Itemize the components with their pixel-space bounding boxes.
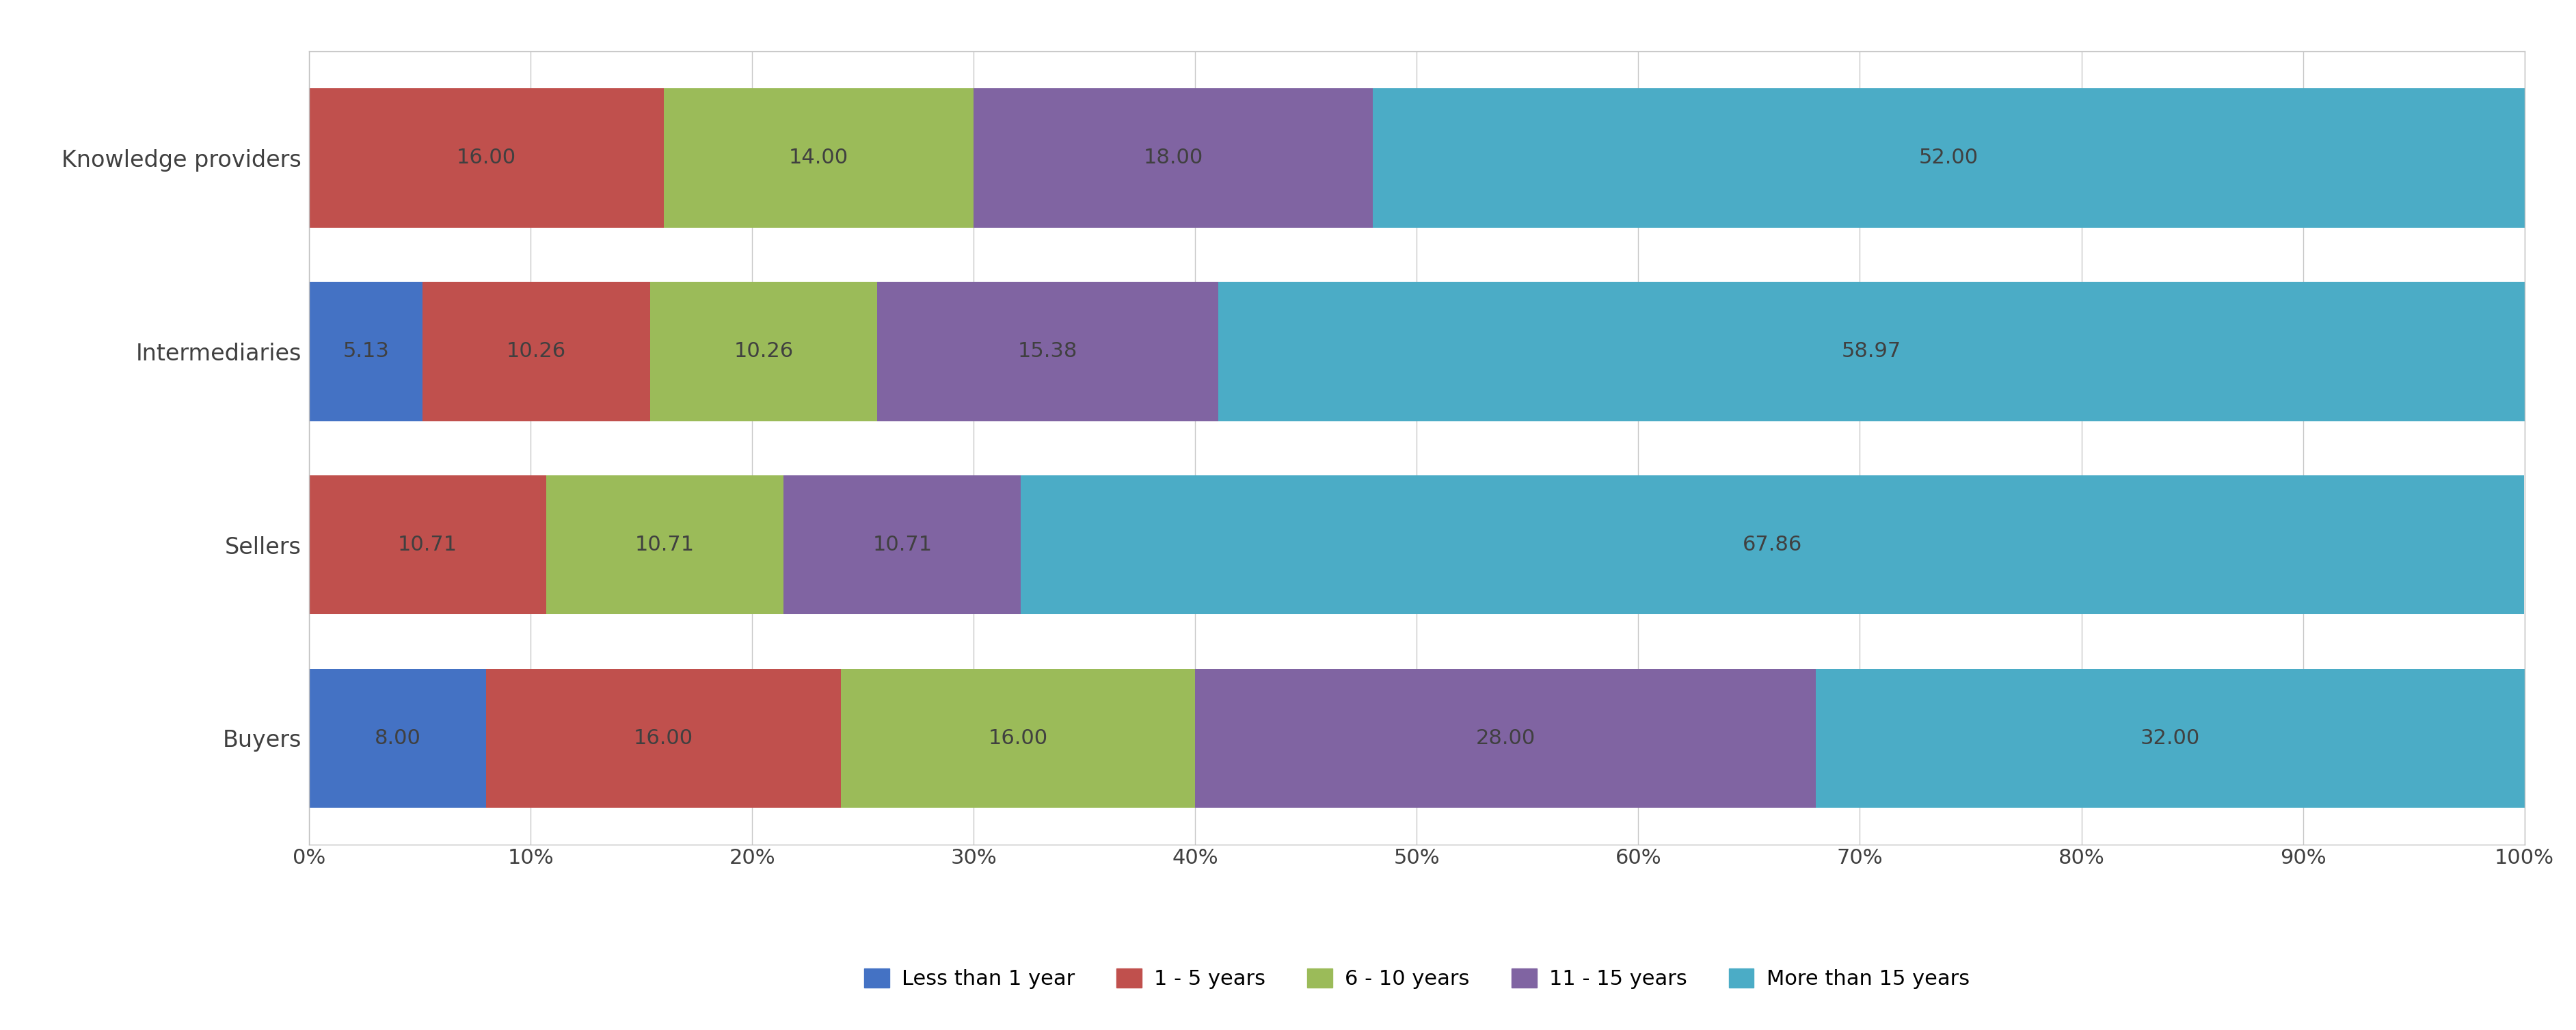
Text: 10.71: 10.71 <box>873 535 933 555</box>
Text: 10.26: 10.26 <box>734 341 793 362</box>
Text: 32.00: 32.00 <box>2141 728 2200 748</box>
Bar <box>974 89 1373 228</box>
Bar <box>878 281 1218 421</box>
Bar <box>1020 475 2524 615</box>
Bar <box>649 281 878 421</box>
Bar <box>1218 281 2524 421</box>
Bar <box>487 668 840 808</box>
Bar <box>665 89 974 228</box>
Text: 18.00: 18.00 <box>1144 148 1203 168</box>
Bar <box>1195 668 1816 808</box>
Bar <box>1373 89 2524 228</box>
Text: 58.97: 58.97 <box>1842 341 1901 362</box>
Bar <box>309 475 546 615</box>
Bar <box>309 89 665 228</box>
Bar <box>1816 668 2524 808</box>
Text: 10.71: 10.71 <box>636 535 696 555</box>
Text: 28.00: 28.00 <box>1476 728 1535 748</box>
Bar <box>422 281 649 421</box>
Text: 14.00: 14.00 <box>788 148 848 168</box>
Bar <box>546 475 783 615</box>
Text: 16.00: 16.00 <box>634 728 693 748</box>
Text: 8.00: 8.00 <box>374 728 420 748</box>
Bar <box>309 668 487 808</box>
Text: 16.00: 16.00 <box>989 728 1048 748</box>
Text: 15.38: 15.38 <box>1018 341 1077 362</box>
Text: 10.26: 10.26 <box>507 341 567 362</box>
Text: 16.00: 16.00 <box>456 148 515 168</box>
Text: 67.86: 67.86 <box>1744 535 1803 555</box>
Bar <box>840 668 1195 808</box>
Legend: Less than 1 year, 1 - 5 years, 6 - 10 years, 11 - 15 years, More than 15 years: Less than 1 year, 1 - 5 years, 6 - 10 ye… <box>853 958 1981 1000</box>
Text: 10.71: 10.71 <box>397 535 459 555</box>
Text: 52.00: 52.00 <box>1919 148 1978 168</box>
Text: 5.13: 5.13 <box>343 341 389 362</box>
Bar <box>309 281 422 421</box>
Bar <box>783 475 1020 615</box>
